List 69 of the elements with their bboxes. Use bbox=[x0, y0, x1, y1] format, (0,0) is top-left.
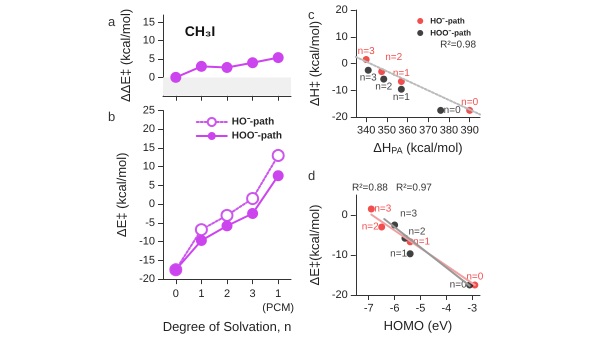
annotation: n=1 bbox=[392, 92, 410, 103]
x-axis-title: HOMO (eV) bbox=[384, 318, 452, 333]
text: CH₃I bbox=[184, 23, 216, 39]
y-tick-label: -20 bbox=[332, 111, 348, 124]
y-tick-label: -10 bbox=[332, 249, 348, 261]
y-tick-label: 0 bbox=[342, 209, 348, 221]
y-tick-label: 20 bbox=[142, 123, 155, 136]
x-tick-label: -4 bbox=[441, 302, 452, 314]
x-tick-label: 1 (PCM) bbox=[262, 288, 294, 314]
y-tick-label: -20 bbox=[332, 289, 348, 301]
x-tick-label: 1 bbox=[198, 288, 204, 300]
legend-label: HOO⁻-path bbox=[430, 28, 472, 38]
y-tick-label: 0 bbox=[148, 71, 155, 84]
x-tick-label: 350 bbox=[378, 124, 396, 137]
annotation: n=2 bbox=[375, 82, 393, 93]
text: b bbox=[108, 109, 116, 124]
y-tick-label: 15 bbox=[142, 16, 155, 28]
x-tick-label: 380 bbox=[440, 124, 458, 137]
y-tick-label: 20 bbox=[336, 4, 348, 16]
text: R²=0.88 bbox=[352, 182, 388, 194]
annotation: n=3 bbox=[374, 204, 392, 214]
annotation: n=1 bbox=[390, 248, 408, 260]
y-tick-label: 0 bbox=[148, 198, 155, 210]
legend-label: HO⁻-path bbox=[232, 116, 274, 128]
x-tick-label: 390 bbox=[460, 124, 479, 137]
x-tick-label: 0 bbox=[172, 288, 179, 300]
annotation: n=2 bbox=[385, 52, 403, 64]
y-axis-title: ΔH‡ (kcal/mol) bbox=[307, 20, 322, 106]
x-tick-label: -6 bbox=[390, 302, 400, 314]
x-tick-label: -5 bbox=[416, 302, 426, 314]
y-tick-label: -15 bbox=[139, 254, 155, 266]
y-tick-label: 10 bbox=[336, 30, 348, 43]
text: a bbox=[108, 14, 116, 29]
y-tick-label: 10 bbox=[142, 160, 155, 173]
annotation: R²=0.98 bbox=[440, 40, 476, 50]
annotation: n=3 bbox=[360, 72, 378, 84]
annotation: n=0 bbox=[466, 272, 484, 282]
text: d bbox=[308, 168, 316, 183]
annotation: n=3 bbox=[400, 208, 418, 220]
annotation: n=3 bbox=[358, 46, 376, 58]
legend-label: HOO⁻-path bbox=[232, 130, 282, 142]
text: R²=0.97 bbox=[396, 182, 432, 194]
x-tick-label: 370 bbox=[419, 124, 438, 137]
x-tick-label: 340 bbox=[356, 124, 376, 137]
x-tick-label: 360 bbox=[398, 124, 417, 137]
text: c bbox=[308, 7, 315, 22]
annotation: n=2 bbox=[408, 226, 426, 238]
x-tick-label: 3 bbox=[250, 288, 256, 300]
x-tick-label: 2 bbox=[224, 288, 230, 300]
annotation: n=2 bbox=[362, 222, 380, 232]
y-tick-label: 5 bbox=[148, 179, 155, 192]
y-tick-label: 10 bbox=[142, 34, 155, 47]
legend-label: HO⁻-path bbox=[430, 16, 465, 26]
y-tick-label: -10 bbox=[139, 236, 155, 248]
y-tick-label: 25 bbox=[142, 104, 155, 116]
annotation: n=0 bbox=[444, 104, 462, 116]
y-axis-title: ΔE‡(kcal/mol) bbox=[307, 204, 322, 286]
y-tick-label: 15 bbox=[142, 142, 155, 154]
x-axis-title: Degree of Solvation, n bbox=[162, 319, 292, 334]
x-tick-label: -3 bbox=[467, 302, 478, 314]
y-tick-label: -10 bbox=[332, 84, 348, 96]
annotation: n=0 bbox=[461, 96, 479, 108]
y-tick-label: -20 bbox=[139, 273, 155, 286]
y-tick-label: 5 bbox=[148, 53, 155, 66]
y-axis-title: ΔΔE‡ (kcal/mol) bbox=[118, 8, 133, 102]
x-tick-label: -7 bbox=[364, 302, 374, 314]
y-tick-label: 0 bbox=[342, 58, 348, 70]
y-axis-title: ΔE‡ (kcal/mol) bbox=[114, 152, 130, 238]
y-tick-label: -5 bbox=[145, 216, 155, 229]
